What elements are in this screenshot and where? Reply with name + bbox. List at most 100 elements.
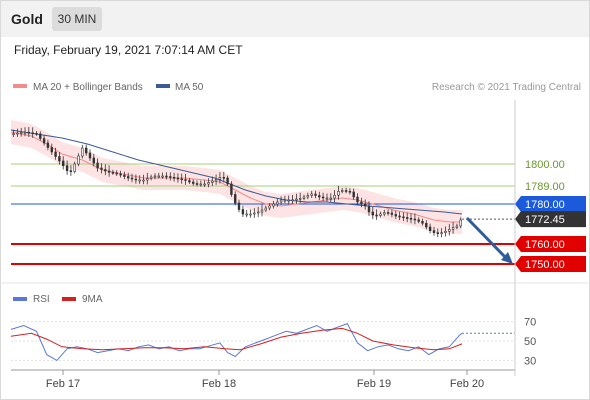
ma50-line [10,129,463,215]
pivot-label-2: 1780.00 [525,199,565,211]
candle-body [188,180,191,183]
candle-body [130,177,134,180]
candle-body [352,191,355,198]
candle-body [405,217,409,219]
legend-label-rsi: RSI [33,294,50,305]
candle-body [222,177,225,179]
candle-body [436,232,439,234]
candle-body [138,179,141,182]
candle-body [295,198,298,201]
candle-body [333,195,336,199]
candle-body [340,190,344,192]
candle-body [104,169,107,172]
candle-body [291,199,294,202]
candle-body [42,138,46,144]
rsi-tick-70: 70 [524,317,536,329]
candle-body [363,203,367,207]
candle-body [58,156,61,162]
bollinger-band [11,120,462,234]
candle-body [119,173,122,176]
candle-body [85,147,88,154]
candle-body [394,214,397,217]
legend-swatch-ma20 [13,84,27,88]
resistance-label-1: 1789.00 [525,181,565,193]
candle-body [386,212,390,214]
candle-body [180,178,183,181]
x-tick-label: Feb 19 [357,378,391,390]
candle-body [402,216,405,219]
candle-body [451,227,455,230]
candle-body [19,132,23,134]
candle-body [96,162,99,169]
candle-body [81,147,84,157]
candle-body [161,175,164,178]
candle-body [314,193,317,196]
support-label-4: 1760.00 [525,239,565,251]
candle-body [61,160,65,166]
candle-body [417,219,420,222]
candle-body [92,157,96,164]
candle-body [184,179,187,181]
support-label-5: 1750.00 [525,259,565,271]
candle-body [260,209,264,213]
candle-body [157,175,160,178]
candle-body [218,177,222,180]
candle-body [325,197,329,200]
candle-body [367,205,371,213]
candle-body [383,212,386,215]
forecast-arrow-head [501,252,513,264]
rsi-tick-50: 50 [524,336,536,348]
candle-body [245,213,248,216]
legend-label-ma50: MA 50 [175,82,204,93]
candle-body [165,175,168,178]
candle-body [264,207,267,211]
candle-body [176,177,180,180]
x-tick-label: Feb 18 [202,378,236,390]
candle-body [428,226,432,232]
candle-body [214,179,218,182]
candle-body [337,191,340,196]
candle-body [50,147,54,153]
legend-label-9ma: 9MA [82,294,103,305]
forecast-arrow-shaft [465,216,509,261]
timeframe-button[interactable]: 30 MIN [52,7,102,31]
candle-body [127,176,130,179]
candle-body [440,232,443,234]
candle-body [268,205,271,209]
rsi-line [10,322,463,362]
rsi-9ma-line [10,327,463,351]
plot-layer [10,84,586,376]
candle-body [459,219,462,227]
legend-swatch-rsi [13,297,27,301]
candle-body [123,174,126,177]
candle-body [65,165,69,171]
candle-body [192,181,195,184]
research-credit: Research © 2021 Trading Central [432,82,581,93]
candle-body [253,212,256,215]
candle-body [172,177,176,179]
pivot-tag-2 [515,196,586,212]
candle-body [409,218,413,220]
rsi-tick-30: 30 [524,355,536,367]
candle-body [211,180,214,183]
candle-body [448,229,451,232]
candle-body [73,163,76,172]
candle-body [272,203,275,207]
candle-body [413,218,417,221]
x-tick-label: Feb 20 [450,378,484,390]
candle-body [421,221,424,224]
candle-body [46,142,50,148]
candle-body [77,155,80,165]
candle-body [356,196,359,203]
ma20-line [10,131,462,223]
last-label-3: 1772.45 [525,214,565,226]
candle-body [134,178,138,181]
legend-label-ma20: MA 20 + Bollinger Bands [33,82,143,93]
candle-body [425,223,428,228]
candle-body [249,213,252,216]
resistance-label-0: 1800.00 [525,159,565,171]
candle-body [318,195,321,198]
candle-body [379,213,382,216]
x-tick-label: Feb 17 [46,378,80,390]
